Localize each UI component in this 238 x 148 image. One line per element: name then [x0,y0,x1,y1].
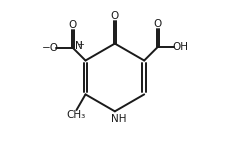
Text: O: O [111,11,119,21]
Text: O: O [154,19,162,29]
Text: N: N [75,41,83,51]
Text: CH₃: CH₃ [66,110,85,120]
Text: +: + [77,40,84,49]
Text: −O: −O [42,43,59,53]
Text: O: O [69,20,77,30]
Text: OH: OH [172,42,188,52]
Text: NH: NH [111,114,126,124]
